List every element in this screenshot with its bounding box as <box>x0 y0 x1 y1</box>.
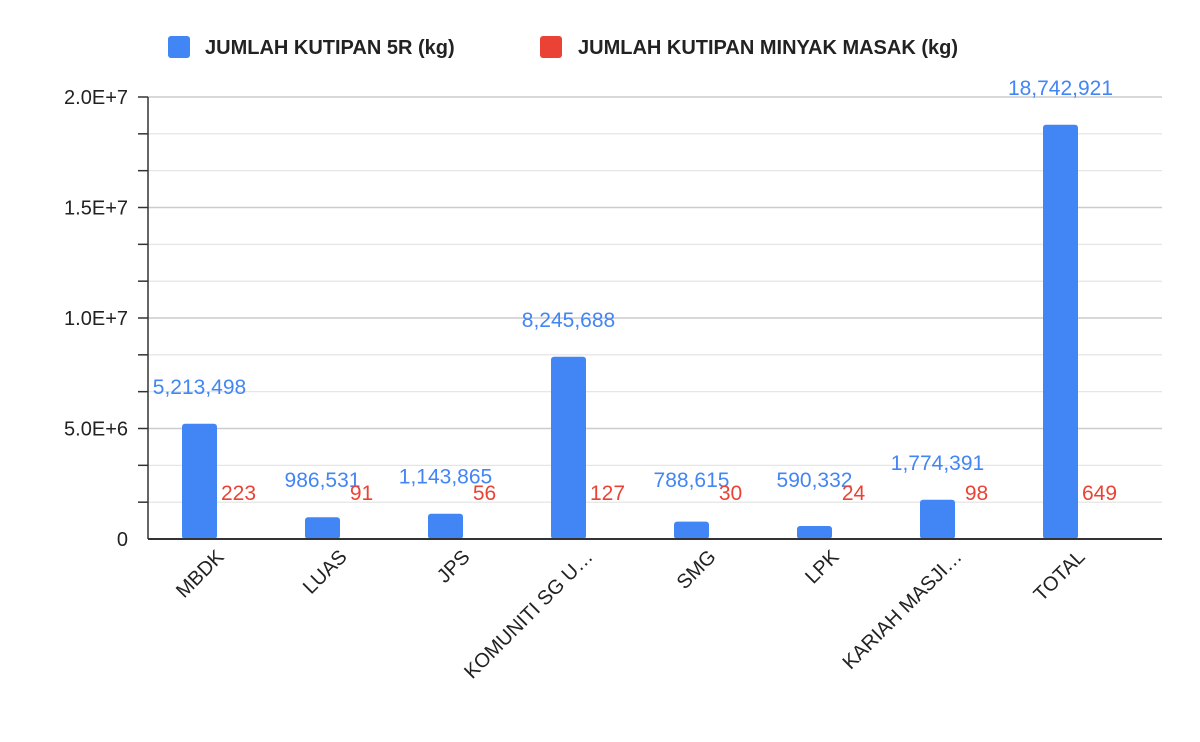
data-label: 223 <box>221 482 256 505</box>
data-label: 18,742,921 <box>1008 77 1113 100</box>
x-tick-label: JPS <box>433 546 474 587</box>
data-label: 788,615 <box>654 469 730 492</box>
y-tick-label: 1.5E+7 <box>64 198 128 220</box>
y-tick-label: 5.0E+6 <box>64 419 128 441</box>
data-label: 91 <box>350 482 373 505</box>
bar <box>305 517 340 539</box>
bar <box>182 423 217 539</box>
data-label: 1,774,391 <box>891 452 984 475</box>
legend-label: JUMLAH KUTIPAN 5R (kg) <box>205 37 455 59</box>
data-label: 30 <box>719 482 742 505</box>
legend-swatch <box>168 36 190 58</box>
x-tick-label: LUAS <box>299 546 352 599</box>
data-label: 5,213,498 <box>153 376 246 399</box>
y-tick-label: 2.0E+7 <box>64 87 128 109</box>
data-label: 24 <box>842 482 866 505</box>
bar <box>920 499 955 539</box>
y-tick-label: 0 <box>117 529 128 551</box>
data-label: 56 <box>473 482 496 505</box>
bar <box>797 525 832 539</box>
data-label: 98 <box>965 482 988 505</box>
x-tick-label: TOTAL <box>1030 546 1090 606</box>
bar <box>428 513 463 539</box>
data-label: 1,143,865 <box>399 466 492 489</box>
y-tick-label: 1.0E+7 <box>64 308 128 330</box>
bar <box>1043 124 1078 540</box>
x-tick-label: LPK <box>801 546 844 589</box>
legend-label: JUMLAH KUTIPAN MINYAK MASAK (kg) <box>578 37 958 59</box>
bar <box>551 356 586 539</box>
data-label: 127 <box>590 482 625 505</box>
x-tick-label: SMG <box>673 546 721 594</box>
bar <box>674 521 709 539</box>
legend-swatch <box>540 36 562 58</box>
data-label: 8,245,688 <box>522 309 615 332</box>
data-label: 590,332 <box>777 469 853 492</box>
data-label: 986,531 <box>285 469 361 492</box>
x-tick-label: KOMUNITI SG U… <box>460 546 597 683</box>
x-tick-label: KARIAH MASJI… <box>839 546 967 674</box>
data-label: 649 <box>1082 482 1117 505</box>
x-tick-label: MBDK <box>172 546 229 603</box>
